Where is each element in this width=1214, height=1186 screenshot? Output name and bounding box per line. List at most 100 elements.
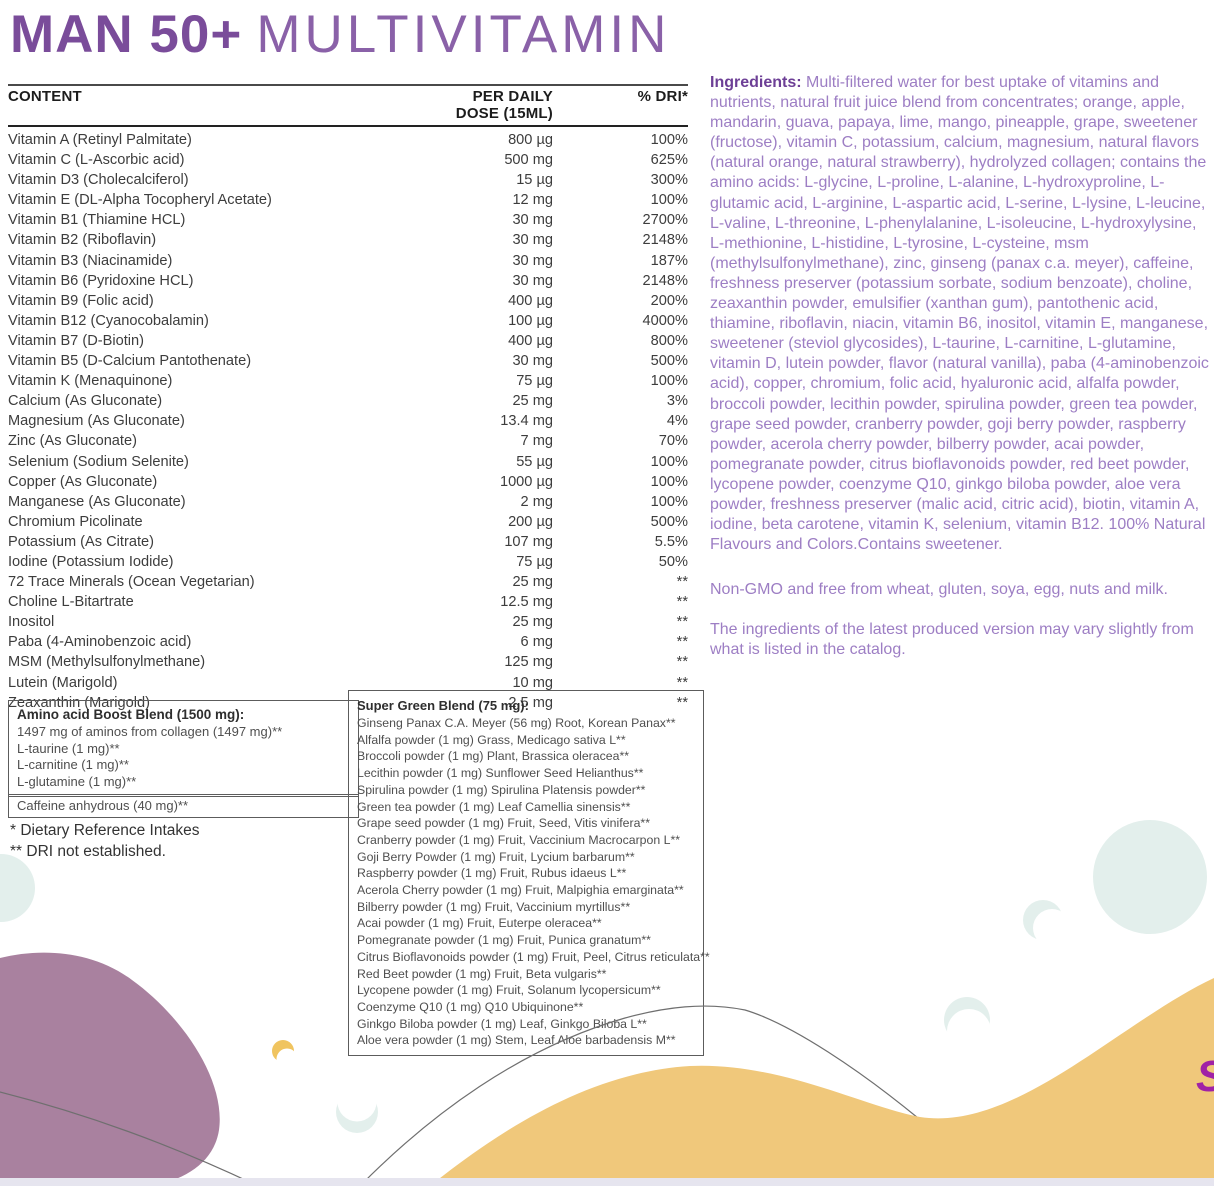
yellow-crescent-icon	[272, 1040, 298, 1070]
page-title: MAN 50+ MULTIVITAMIN	[10, 4, 670, 65]
page-title-type: MULTIVITAMIN	[256, 5, 671, 64]
super-green-item: Bilberry powder (1 mg) Fruit, Vaccinium …	[357, 899, 631, 914]
nutrient-dri: 4%	[666, 413, 688, 430]
nutrient-dose: 500 mg	[504, 152, 553, 169]
ingredients-column: Ingredients: Multi-filtered water for be…	[710, 73, 1214, 661]
amino-blend-item: 1497 mg of aminos from collagen (1497 mg…	[17, 724, 283, 739]
super-green-item: Alfalfa powder (1 mg) Grass, Medicago sa…	[357, 732, 626, 747]
nutrient-dri: 500%	[650, 353, 688, 370]
nutrient-dose: 6 mg	[520, 634, 553, 651]
ingredients-label: Ingredients:	[710, 74, 802, 91]
nutrient-dri: 100%	[650, 132, 688, 148]
table-row: Paba (4-Aminobenzoic acid) 6 mg **	[8, 632, 688, 652]
nutrition-table-header: CONTENT PER DAILY DOSE (15ML) % DRI*	[8, 84, 688, 127]
nutrient-dri: 500%	[650, 513, 688, 530]
super-green-item: Raspberry powder (1 mg) Fruit, Rubus ida…	[357, 866, 627, 881]
nutrient-name: Vitamin B5 (D-Calcium Pantothenate)	[8, 353, 252, 370]
super-green-item: Grape seed powder (1 mg) Fruit, Seed, Vi…	[357, 816, 650, 831]
nutrient-dri: 625%	[650, 152, 688, 169]
nutrient-dose: 107 mg	[504, 533, 553, 550]
nutrient-dose: 125 mg	[504, 654, 553, 671]
nutrient-dose: 30 mg	[512, 272, 553, 289]
nutrient-dri: 100%	[650, 473, 688, 490]
nutrient-name: Vitamin K (Menaquinone)	[8, 373, 173, 390]
nutrient-dri: 5.5%	[654, 533, 688, 550]
table-row: Copper (As Gluconate) 1000 µg 100%	[8, 472, 688, 492]
teal-crescent-2-icon	[944, 997, 991, 1053]
nutrient-dri: **	[676, 574, 688, 591]
nutrient-dri: 100%	[650, 192, 688, 209]
table-row: Vitamin B6 (Pyridoxine HCL) 30 mg 2148%	[8, 271, 688, 291]
super-green-item: Lecithin powder (1 mg) Sunflower Seed He…	[357, 766, 644, 781]
amino-blend-item: L-carnitine (1 mg)**	[17, 757, 129, 773]
super-green-item: Cranberry powder (1 mg) Fruit, Vaccinium…	[357, 832, 681, 847]
nutrition-table: CONTENT PER DAILY DOSE (15ML) % DRI* Vit…	[8, 84, 688, 713]
nutrient-name: Vitamin B12 (Cyanocobalamin)	[8, 312, 209, 329]
table-row: Iodine (Potassium Iodide) 75 µg 50%	[8, 552, 688, 572]
teal-crescent-3-icon	[1023, 900, 1071, 947]
amino-blend-title: Amino acid Boost Blend (1500 mg):	[17, 707, 245, 722]
table-row: Vitamin B3 (Niacinamide) 30 mg 187%	[8, 251, 688, 271]
super-green-item: Green tea powder (1 mg) Leaf Camellia si…	[357, 799, 631, 814]
bottom-strip	[0, 1178, 1214, 1186]
catalog-disclaimer: The ingredients of the latest produced v…	[710, 621, 1194, 659]
table-row: Choline L-Bitartrate 12.5 mg **	[8, 592, 688, 612]
nutrient-dose: 400 µg	[508, 292, 553, 309]
amino-blend-item: L-taurine (1 mg)**	[17, 740, 120, 756]
nutrient-dose: 75 µg	[516, 373, 553, 390]
caffeine-line: Caffeine anhydrous (40 mg)**	[17, 798, 189, 813]
table-row: Calcium (As Gluconate) 25 mg 3%	[8, 391, 688, 411]
nutrient-dri: **	[676, 654, 688, 671]
nutrient-name: Selenium (Sodium Selenite)	[8, 453, 189, 470]
gray-arc-left-icon	[0, 1091, 259, 1186]
nutrient-name: Inositol	[8, 614, 55, 631]
nutrient-name: Chromium Picolinate	[8, 513, 143, 530]
nutrient-dri: 100%	[650, 453, 688, 470]
nutrient-name: Vitamin D3 (Cholecalciferol)	[8, 172, 189, 189]
super-green-item: Spirulina powder (1 mg) Spirulina Platen…	[357, 782, 646, 797]
nutrient-dri: 2148%	[642, 272, 688, 289]
super-green-item: Ginkgo Biloba powder (1 mg) Leaf, Ginkgo…	[357, 1016, 647, 1031]
nutrient-name: Manganese (As Gluconate)	[8, 493, 186, 510]
nutrition-table-rows: Vitamin A (Retinyl Palmitate) 800 µg 100…	[8, 127, 688, 713]
nutrient-name: Copper (As Gluconate)	[8, 473, 158, 490]
ingredients-body: Multi-filtered water for best uptake of …	[710, 74, 1209, 554]
nutrient-name: Calcium (As Gluconate)	[8, 393, 163, 410]
nutrient-dose: 25 mg	[512, 393, 553, 410]
nutrient-name: Potassium (As Citrate)	[8, 533, 154, 550]
nutrient-name: Choline L-Bitartrate	[8, 594, 134, 611]
super-green-item: Citrus Bioflavonoids powder (1 mg) Fruit…	[357, 949, 710, 964]
nutrient-dri: **	[676, 634, 688, 651]
nutrient-dose: 200 µg	[508, 513, 553, 530]
teal-circle-large-icon	[1093, 820, 1207, 934]
footnote-line: ** DRI not established.	[10, 842, 166, 860]
table-row: Vitamin B1 (Thiamine HCL) 30 mg 2700%	[8, 210, 688, 230]
table-row: Vitamin B9 (Folic acid) 400 µg 200%	[8, 291, 688, 311]
table-row: Chromium Picolinate 200 µg 500%	[8, 512, 688, 532]
nutrient-dose: 800 µg	[508, 132, 553, 148]
nutrient-name: Vitamin E (DL-Alpha Tocopheryl Acetate)	[8, 192, 272, 209]
table-row: Selenium (Sodium Selenite) 55 µg 100%	[8, 452, 688, 472]
nutrient-name: MSM (Methylsulfonylmethane)	[8, 654, 206, 671]
nutrient-dri: 187%	[650, 252, 688, 269]
page-title-product: MAN 50+	[10, 5, 243, 64]
nutrient-name: Paba (4-Aminobenzoic acid)	[8, 634, 192, 651]
nutrient-dri: 100%	[650, 373, 688, 390]
nutrient-name: Vitamin A (Retinyl Palmitate)	[8, 132, 192, 148]
table-row: Vitamin A (Retinyl Palmitate) 800 µg 100…	[8, 130, 688, 150]
teal-circle-left-icon	[0, 854, 35, 922]
super-green-item: Broccoli powder (1 mg) Plant, Brassica o…	[357, 749, 630, 764]
ingredients-paragraph: Ingredients: Multi-filtered water for be…	[710, 73, 1214, 555]
super-green-item: Lycopene powder (1 mg) Fruit, Solanum ly…	[357, 983, 661, 998]
table-row: Inositol 25 mg **	[8, 612, 688, 632]
nutrient-name: Vitamin B3 (Niacinamide)	[8, 252, 173, 269]
table-row: Vitamin B12 (Cyanocobalamin) 100 µg 4000…	[8, 311, 688, 331]
table-row: MSM (Methylsulfonylmethane) 125 mg **	[8, 652, 688, 672]
amino-acid-blend-box: Amino acid Boost Blend (1500 mg): 1497 m…	[8, 700, 359, 798]
table-row: Vitamin C (L-Ascorbic acid) 500 mg 625%	[8, 150, 688, 170]
nutrient-dose: 100 µg	[508, 312, 553, 329]
super-green-item: Acai powder (1 mg) Fruit, Euterpe olerac…	[357, 916, 602, 931]
super-green-item: Goji Berry Powder (1 mg) Fruit, Lycium b…	[357, 849, 635, 864]
nutrient-dose: 75 µg	[516, 553, 553, 570]
